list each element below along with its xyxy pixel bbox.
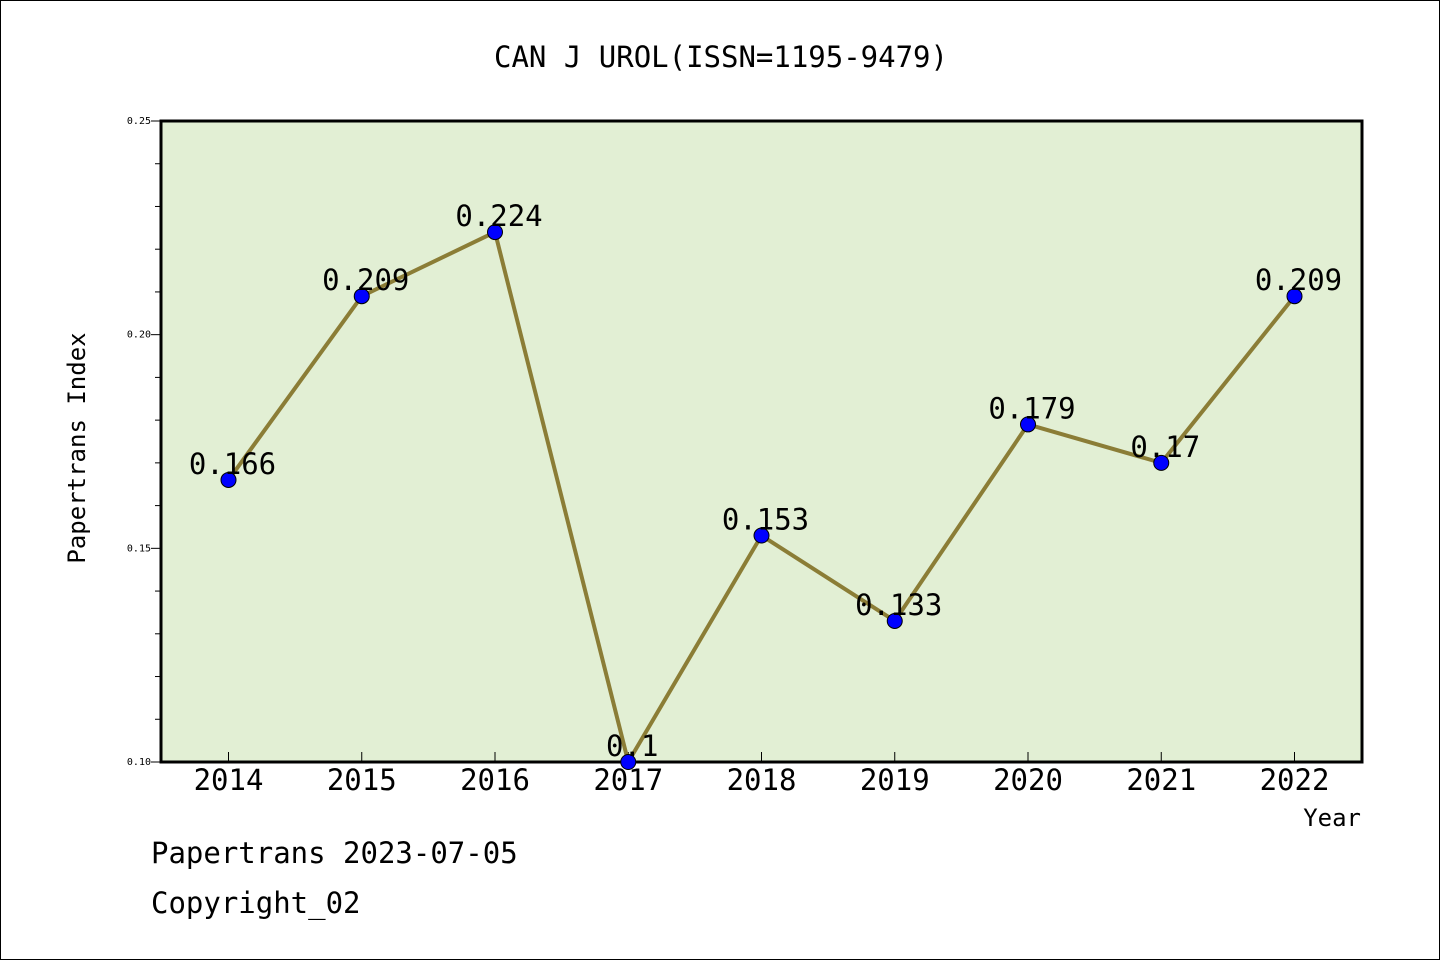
data-point [487, 224, 503, 241]
x-tick-label: 2018 [727, 763, 797, 797]
data-label: 0.166 [189, 447, 276, 481]
data-point [220, 471, 237, 488]
data-point [753, 527, 770, 544]
data-point [1153, 454, 1170, 471]
data-label: 0.1 [606, 729, 658, 763]
y-tick-label: 0.10 [127, 757, 151, 768]
data-labels: 0.166 0.209 0.224 0.1 0.153 0.133 0.179 0.17 0.2… [189, 199, 1342, 763]
x-tick-label: 2021 [1126, 763, 1196, 797]
y-tick-label: 0.15 [127, 543, 151, 554]
series-line-group [220, 224, 1303, 770]
y-axis: 0.10 0.15 0.20 0.25 [127, 116, 161, 768]
chart-title: CAN J UROL(ISSN=1195-9479) [494, 40, 948, 74]
data-point [353, 288, 370, 305]
data-label: 0.209 [322, 263, 409, 297]
data-label: 0.17 [1130, 430, 1200, 464]
x-tick-label: 2019 [860, 763, 930, 797]
data-point [1286, 288, 1303, 305]
data-label: 0.224 [455, 199, 542, 233]
y-tick-label: 0.20 [127, 330, 151, 341]
footer-copyright: Copyright_02 [151, 886, 361, 920]
x-tick-label: 2015 [327, 763, 397, 797]
data-label: 0.133 [855, 588, 942, 622]
plot-area [159, 119, 1364, 764]
data-label: 0.179 [988, 391, 1075, 425]
data-point [1020, 416, 1036, 433]
x-tick-label: 2016 [460, 763, 530, 797]
x-tick-label: 2022 [1260, 763, 1330, 797]
x-tick-label: 2020 [993, 763, 1063, 797]
x-axis: 2014 2015 2016 2017 2018 2019 2020 2021 2022 [194, 752, 1330, 797]
data-point [886, 612, 903, 629]
data-point [620, 754, 637, 770]
y-tick-label: 0.25 [127, 116, 151, 127]
x-tick-label: 2014 [194, 763, 264, 797]
footer-date: Papertrans 2023-07-05 [151, 836, 518, 870]
data-label: 0.209 [1255, 263, 1342, 297]
data-label: 0.153 [722, 503, 809, 537]
x-axis-label: Year [1303, 804, 1361, 832]
y-axis-label: Papertrans Index [63, 332, 91, 563]
